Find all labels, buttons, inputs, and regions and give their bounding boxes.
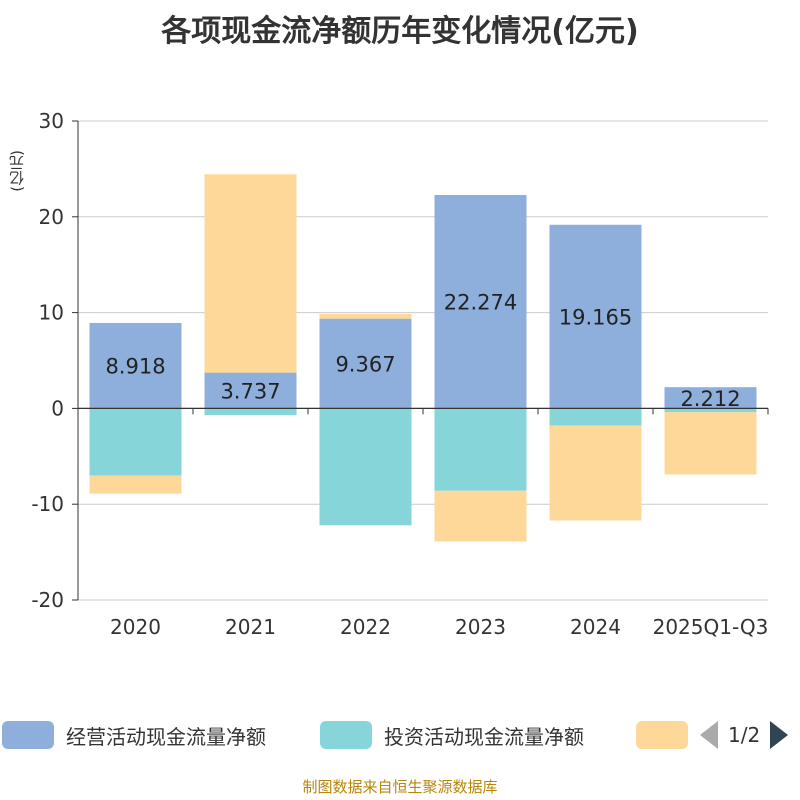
- bar-investing: [89, 408, 182, 476]
- legend-page-indicator: 1/2: [728, 723, 761, 747]
- bars: [89, 174, 757, 542]
- next-page-icon[interactable]: [770, 721, 789, 749]
- data-label: 3.737: [220, 379, 280, 403]
- y-tick-label: -20: [31, 588, 64, 612]
- y-tick-label: 20: [39, 205, 64, 229]
- bar-operating: [434, 195, 527, 409]
- legend-label-operating: 经营活动现金流量净额: [66, 724, 266, 749]
- x-tick-label: 2022: [340, 615, 391, 639]
- legend-pager: 1/2: [700, 720, 789, 750]
- x-tick-label: 2025Q1-Q3: [653, 615, 769, 639]
- legend-swatch-financing: [636, 721, 688, 749]
- bar-investing: [319, 408, 412, 526]
- bar-investing: [434, 408, 527, 491]
- x-tick-label: 2023: [455, 615, 506, 639]
- y-tick-label: 30: [39, 109, 64, 133]
- legend-swatch-operating: [2, 721, 54, 749]
- bar-operating: [549, 224, 642, 409]
- bar-financing: [89, 475, 182, 494]
- y-tick-label: 10: [39, 301, 64, 325]
- data-label: 19.165: [559, 306, 632, 330]
- bar-financing: [319, 313, 412, 319]
- bar-financing: [434, 490, 527, 542]
- bar-investing: [204, 408, 297, 416]
- legend: 经营活动现金流量净额 投资活动现金流量净额 1/2: [0, 716, 800, 756]
- data-label: 9.367: [335, 353, 395, 377]
- x-tick-label: 2020: [110, 615, 161, 639]
- source-note: 制图数据来自恒生聚源数据库: [302, 778, 498, 796]
- legend-label-investing: 投资活动现金流量净额: [384, 724, 584, 749]
- legend-swatch-investing: [320, 721, 372, 749]
- bar-financing: [664, 412, 757, 475]
- bar-operating: [89, 322, 182, 409]
- data-label: 22.274: [444, 291, 517, 315]
- bar-operating: [204, 372, 297, 409]
- data-label: 2.212: [680, 387, 740, 411]
- legend-item-investing[interactable]: 投资活动现金流量净额: [320, 720, 584, 750]
- bar-operating: [319, 318, 412, 409]
- prev-page-icon[interactable]: [700, 721, 718, 749]
- y-tick-label: -10: [31, 492, 64, 516]
- chart-title: 各项现金流净额历年变化情况(亿元): [161, 14, 639, 49]
- chart-area: 30 20 10 0 -10 -20 2020 2021 2022 2023 2024 2025Q1-…: [31, 109, 769, 639]
- data-label: 8.918: [105, 355, 165, 379]
- axes: 30 20 10 0 -10 -20 2020 2021 2022 2023 2024 2025Q1-…: [31, 109, 769, 639]
- data-labels: 8.918 3.737 9.367 22.274 19.165 2.212: [105, 291, 740, 411]
- x-tick-label: 2024: [570, 615, 621, 639]
- bar-investing: [549, 408, 642, 426]
- bar-operating: [664, 387, 757, 409]
- bar-financing: [204, 174, 297, 373]
- bar-investing: [664, 408, 757, 413]
- legend-item-operating[interactable]: 经营活动现金流量净额: [2, 720, 266, 750]
- legend-item-financing[interactable]: [636, 720, 688, 750]
- y-tick-label: 0: [51, 396, 64, 420]
- bar-financing: [549, 425, 642, 521]
- x-tick-label: 2021: [225, 615, 276, 639]
